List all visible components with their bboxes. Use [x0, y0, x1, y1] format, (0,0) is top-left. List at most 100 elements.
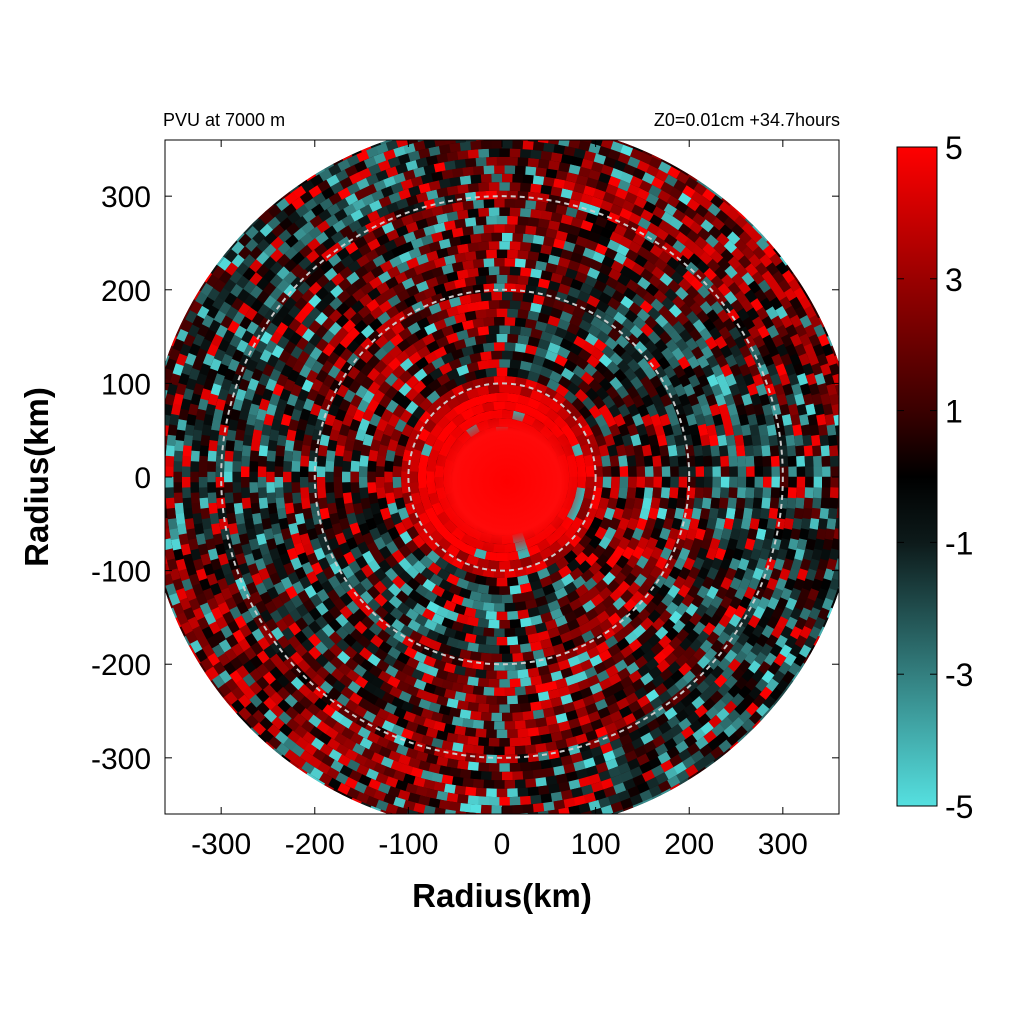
pv-cell: [299, 750, 314, 764]
pv-cell: [695, 476, 705, 488]
pv-cell: [237, 302, 251, 317]
pv-cell: [191, 502, 201, 515]
pv-cell: [296, 523, 308, 536]
pv-cell: [693, 182, 707, 196]
pv-cell: [677, 223, 692, 237]
pv-cell: [316, 720, 331, 734]
pv-cell: [519, 182, 532, 192]
pv-cell: [499, 620, 511, 629]
pv-cell: [747, 280, 761, 294]
pv-cell: [252, 512, 263, 525]
pv-cell: [628, 729, 642, 742]
pv-cell: [284, 694, 298, 708]
pv-cell: [627, 517, 639, 531]
pv-cell: [256, 238, 270, 253]
pv-cell: [603, 507, 616, 521]
pv-cell: [575, 584, 590, 598]
pv-cell: [290, 408, 302, 422]
pv-cell: [532, 649, 546, 660]
pv-cell: [395, 590, 410, 604]
pv-cell: [545, 654, 559, 666]
pv-cell: [493, 165, 505, 174]
pv-cell: [411, 640, 425, 654]
pv-cell: [695, 336, 709, 351]
y-axis-label: Radius(km): [18, 387, 55, 567]
pv-cell: [207, 461, 216, 473]
pv-cell: [367, 287, 381, 301]
pv-cell: [598, 586, 613, 601]
pv-cell: [231, 254, 245, 268]
pv-cell: [744, 289, 758, 303]
pv-cell: [178, 372, 190, 386]
pv-cell: [331, 668, 345, 682]
pv-cell: [781, 269, 795, 284]
x-tick-label: 100: [571, 828, 621, 861]
pv-cell: [624, 309, 639, 323]
pv-cell: [622, 413, 635, 427]
pv-cell: [299, 190, 314, 204]
pv-cell: [225, 548, 237, 561]
pv-cell: [383, 517, 396, 531]
pv-cell: [339, 334, 353, 349]
pv-cell: [304, 274, 318, 288]
pv-cell: [560, 667, 574, 679]
pv-cell: [688, 687, 703, 701]
pv-cell: [499, 300, 511, 309]
pv-cell: [509, 678, 522, 688]
pv-cell: [332, 721, 346, 735]
pv-cell: [604, 603, 619, 618]
pv-core: [430, 408, 584, 556]
pv-cell: [358, 477, 368, 489]
pv-cell: [428, 241, 441, 253]
pv-cell: [715, 354, 728, 368]
pv-cell: [577, 678, 591, 691]
pv-cell: [588, 773, 602, 785]
pv-cell: [688, 374, 701, 388]
pv-cell: [370, 189, 385, 202]
pv-cell: [322, 291, 336, 306]
pv-cell: [211, 296, 225, 310]
pv-cell: [702, 752, 716, 766]
pv-cell: [346, 787, 361, 800]
pv-cell: [428, 302, 442, 315]
pv-cell: [540, 125, 552, 135]
pv-cell: [467, 642, 480, 653]
pv-cell: [840, 538, 850, 550]
pv-cell: [188, 367, 200, 381]
pv-cell: [225, 634, 239, 648]
pv-cell: [342, 621, 356, 635]
pv-cell: [236, 339, 249, 353]
pv-cell: [347, 680, 362, 694]
pv-cell: [831, 403, 839, 416]
pv-cell: [643, 487, 654, 499]
pv-cell: [573, 122, 585, 133]
pv-cell: [790, 413, 801, 426]
pv-cell: [459, 234, 472, 245]
pv-cell: [387, 439, 399, 452]
pv-cell: [594, 243, 608, 256]
pv-cell: [672, 619, 686, 634]
pv-cell: [190, 393, 202, 406]
pv-cell: [674, 263, 688, 277]
pv-cell: [608, 673, 622, 686]
pv-cell: [323, 267, 338, 282]
pv-cell: [336, 556, 349, 570]
pv-cell: [413, 572, 428, 586]
pv-cell: [198, 487, 208, 499]
pv-cell: [525, 719, 537, 729]
pv-cell: [351, 492, 362, 505]
pv-cell: [716, 309, 730, 323]
pv-cell: [297, 281, 311, 295]
pv-cell: [794, 597, 807, 611]
pv-cell: [692, 383, 705, 397]
pv-cell: [651, 617, 666, 631]
pv-cell: [373, 536, 387, 551]
pv-cell: [544, 350, 558, 362]
pv-cell: [512, 115, 523, 124]
pv-cell: [448, 296, 462, 308]
pv-cell: [372, 686, 387, 700]
pv-cell: [648, 156, 662, 169]
pv-cell: [464, 633, 477, 644]
pv-cell: [504, 780, 516, 789]
pv-cell: [619, 476, 629, 488]
